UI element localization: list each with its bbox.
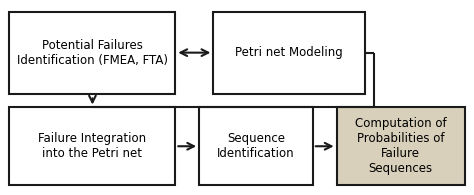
Text: Potential Failures
Identification (FMEA, FTA): Potential Failures Identification (FMEA,… bbox=[17, 39, 168, 67]
FancyBboxPatch shape bbox=[213, 12, 365, 94]
FancyBboxPatch shape bbox=[337, 107, 465, 185]
FancyBboxPatch shape bbox=[199, 107, 313, 185]
Text: Sequence
Identification: Sequence Identification bbox=[217, 132, 295, 160]
Text: Petri net Modeling: Petri net Modeling bbox=[235, 46, 343, 59]
FancyBboxPatch shape bbox=[9, 12, 175, 94]
Text: Computation of
Probabilities of
Failure
Sequences: Computation of Probabilities of Failure … bbox=[355, 117, 447, 175]
Text: Failure Integration
into the Petri net: Failure Integration into the Petri net bbox=[38, 132, 146, 160]
FancyBboxPatch shape bbox=[9, 107, 175, 185]
